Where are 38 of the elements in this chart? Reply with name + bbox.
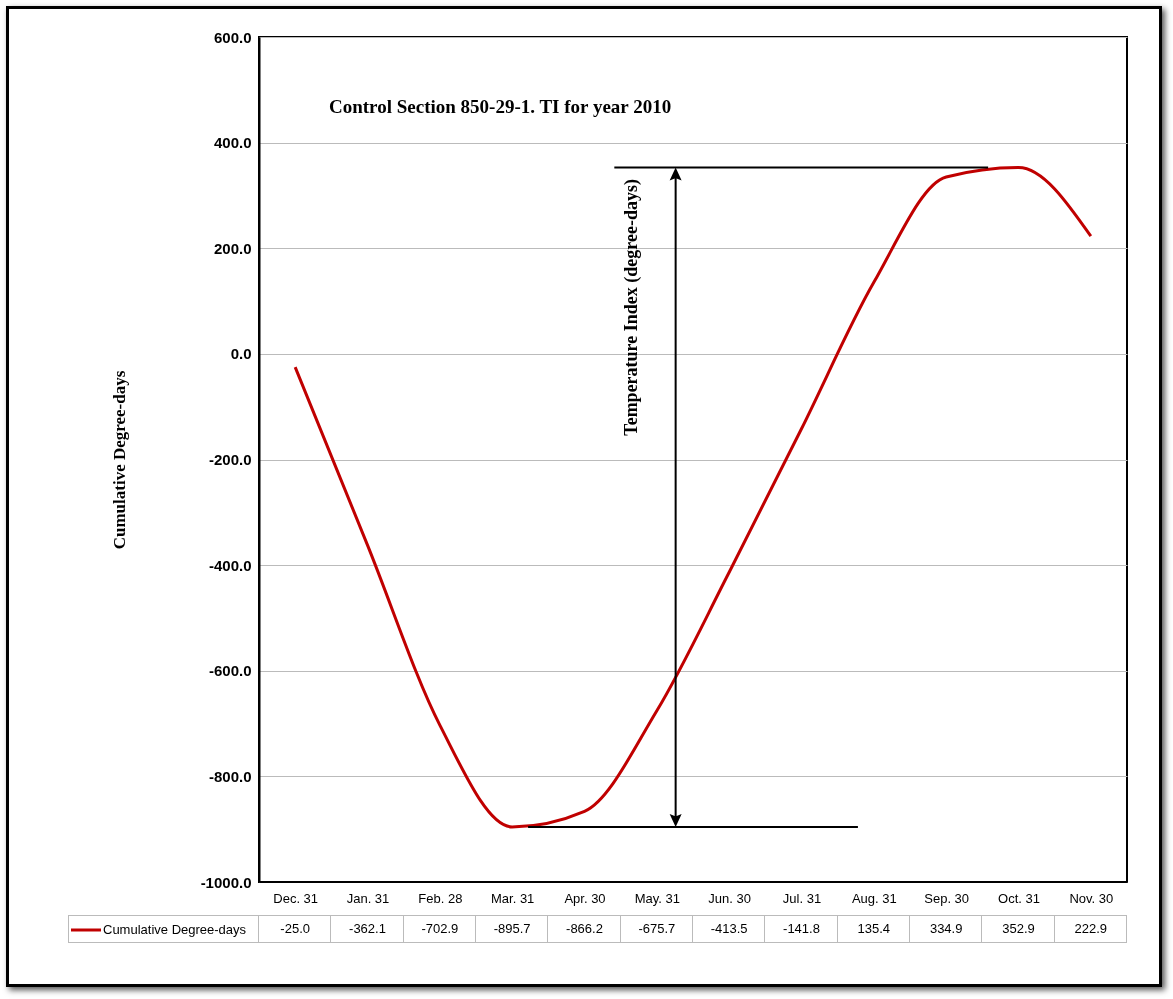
y-tick-label: -1000.0 [200,873,252,891]
y-tick-label: 200.0 [213,239,252,257]
text: Control Section 850-29-1. TI for year 2010 [329,96,672,117]
data-label: 135.4 [857,921,891,936]
x-tick-label: Aug. 31 [851,890,897,906]
x-tick-label: Jan. 31 [346,890,390,906]
y-tick-label: 0.0 [230,345,252,363]
x-tick-label: Feb. 28 [418,890,463,906]
x-tick-label: Oct. 31 [998,890,1040,906]
x-tick-label: Nov. 30 [1069,890,1114,906]
x-tick-label: May. 31 [634,890,680,906]
data-label: -866.2 [566,921,603,936]
x-tick-label: Mar. 31 [490,890,535,906]
data-label: 352.9 [1002,921,1035,936]
data-label: -895.7 [493,921,531,936]
data-label: -413.5 [710,921,748,936]
x-tick-label: Jun. 30 [708,890,751,906]
data-label: -702.9 [421,921,459,936]
y-tick-label: -800.0 [208,767,252,785]
y-tick-label: -200.0 [208,451,252,468]
legend-label: Cumulative Degree-days [68,915,259,943]
y-tick-label: -400.0 [208,556,252,574]
annotation: Temperature Index (degree-days) [621,179,643,436]
data-label: -675.7 [638,921,676,936]
data-label: 222.9 [1074,921,1108,936]
data-label: -25.0 [280,921,310,936]
x-tick-label: Sep. 30 [924,890,970,906]
x-tick-label: Apr. 30 [564,890,606,906]
x-tick-label: Dec. 31 [273,890,319,906]
data-label: -362.1 [349,921,386,936]
y-axis-title: Cumulative Degree-days [109,370,129,550]
y-tick-label: 600.0 [213,28,252,46]
y-tick-label: 400.0 [213,134,252,152]
y-tick-label: -600.0 [208,662,252,680]
line-series [293,166,1093,829]
data-label: 334.9 [929,921,963,936]
x-tick-label: Jul. 31 [782,890,822,906]
data-label: -141.8 [783,921,820,936]
